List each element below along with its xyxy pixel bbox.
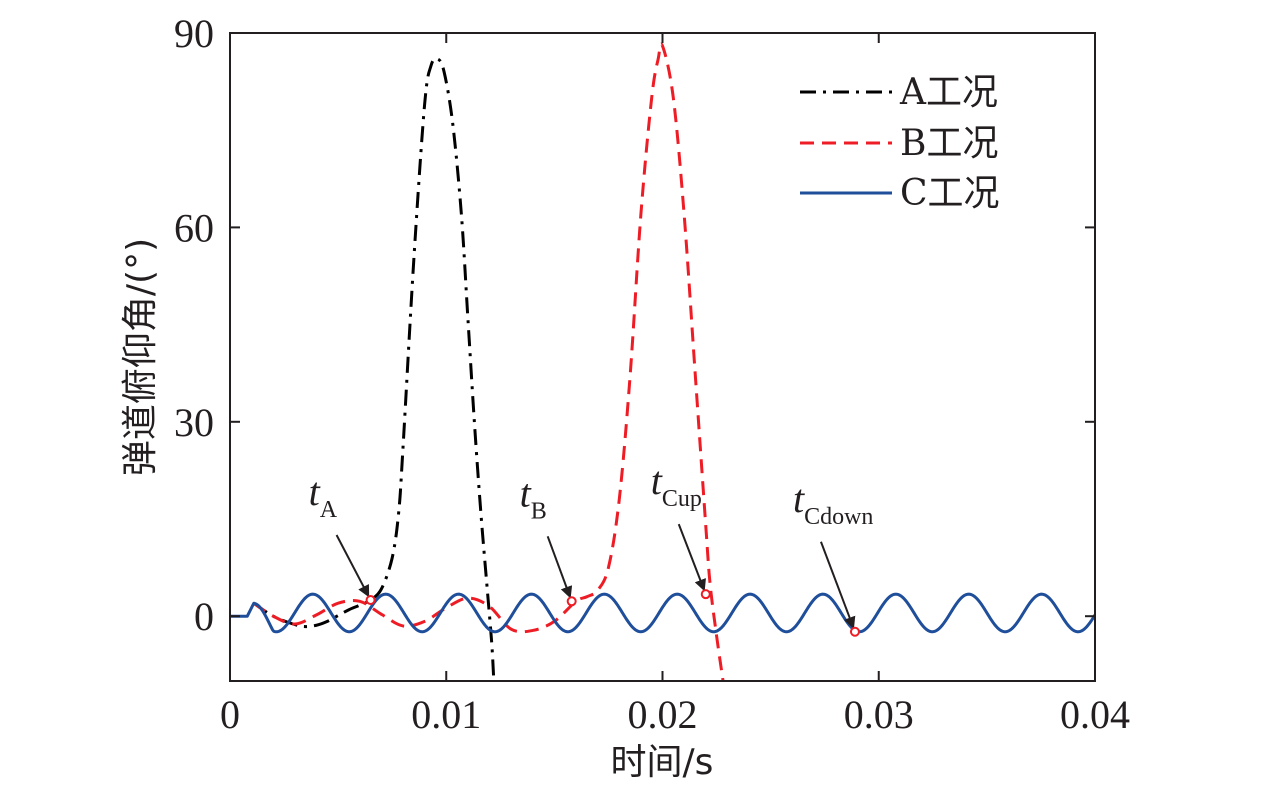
annotation-layer: tA tB tCup tCdown <box>309 458 873 637</box>
series-layer <box>230 42 1095 681</box>
x-tick-label: 0.03 <box>844 692 914 737</box>
y-tick-labels: 0 30 60 90 <box>174 11 214 639</box>
x-tick-label: 0.04 <box>1060 692 1130 737</box>
tick-layer <box>229 32 1096 681</box>
legend-label-a: A工况 <box>899 72 998 113</box>
annotation-point <box>700 589 711 600</box>
y-axis-title: 弹道俯仰角/(°) <box>120 238 161 476</box>
annotation-point <box>566 596 577 607</box>
legend-label-b: B工况 <box>900 123 998 164</box>
y-tick-label: 30 <box>174 400 214 445</box>
annotation-label-cup: tCup <box>651 458 702 512</box>
x-tick-label: 0.02 <box>628 692 698 737</box>
annotation-arrow <box>820 541 856 629</box>
annotation-arrow <box>335 534 370 598</box>
y-tick-label: 60 <box>174 205 214 250</box>
annotation-arrow <box>546 535 573 599</box>
annotation-point <box>849 626 860 637</box>
annotation-point <box>365 595 376 605</box>
series-line-b <box>252 42 725 681</box>
x-tick-label: 0 <box>220 692 240 737</box>
legend: A工况 B工况 C工况 <box>800 72 1000 214</box>
x-axis-title: 时间/s <box>611 742 714 783</box>
annotation-label-a: tA <box>309 469 338 523</box>
x-tick-labels: 0 0.01 0.02 0.03 0.04 <box>220 692 1130 737</box>
x-tick-label: 0.01 <box>411 692 481 737</box>
annotation-label-cdown: tCdown <box>793 476 873 530</box>
y-tick-label: 0 <box>194 594 214 639</box>
series-line-c <box>230 592 1095 634</box>
y-tick-label: 90 <box>174 11 214 56</box>
annotation-arrow <box>677 523 706 592</box>
legend-label-c: C工况 <box>900 173 1000 214</box>
series-line-a <box>252 56 496 681</box>
annotation-label-b: tB <box>520 470 547 524</box>
